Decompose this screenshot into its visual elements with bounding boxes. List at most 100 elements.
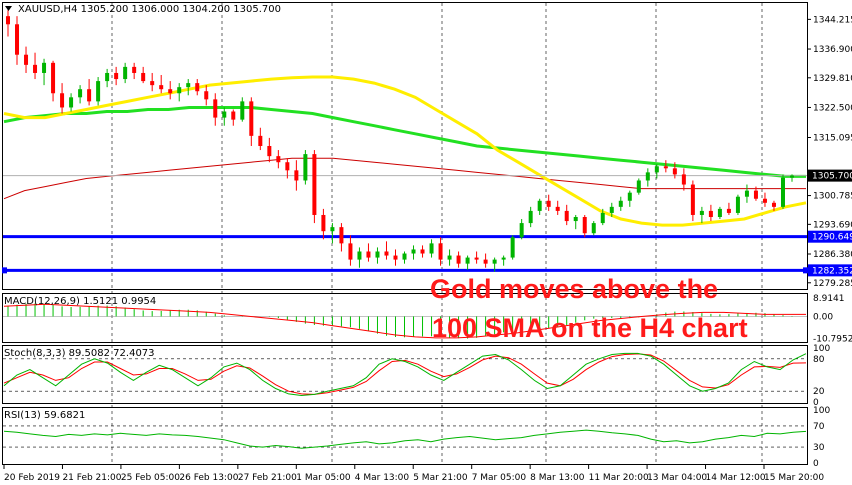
macd-signal-line <box>3 303 806 339</box>
price-tick-label: 1322.500 <box>813 103 852 113</box>
candle-body <box>663 166 668 169</box>
macd-tick-label: -10.7952 <box>813 335 852 345</box>
rsi-line <box>3 429 807 449</box>
time-tick-label: 26 Feb 13:00 <box>179 473 238 483</box>
macd-tick-label: 0.00 <box>813 312 833 322</box>
candle-body <box>195 83 200 92</box>
candle-body <box>393 255 398 260</box>
candle-body <box>474 257 479 260</box>
oscillator-tick-label: 80 <box>813 355 825 365</box>
candle-body <box>654 166 659 173</box>
stoch-panel-frame <box>2 345 808 404</box>
price-tick-label: 1344.215 <box>813 15 852 25</box>
candle-body <box>366 251 371 258</box>
candle-body <box>429 243 434 254</box>
chart-title: XAUUSD,H4 1305.200 1306.000 1304.200 130… <box>18 4 281 15</box>
candle-body <box>186 83 191 88</box>
candle-body <box>735 196 740 213</box>
candle-body <box>771 202 776 207</box>
time-tick-label: 20 Feb 2019 <box>4 473 60 483</box>
candle-body <box>438 243 443 260</box>
candle-body <box>591 223 596 234</box>
chevron-down-icon[interactable] <box>5 6 12 11</box>
candle-body <box>60 93 65 108</box>
axis-labels: 1344.215 1336.900 1329.810 1322.500 1315.095… <box>3 15 852 483</box>
macd-title: MACD(12,26,9) 1.5121 0.9954 <box>4 296 156 307</box>
candle-body <box>87 89 92 102</box>
candle-body <box>744 190 749 197</box>
candle-body <box>582 217 587 234</box>
time-tick-label: 14 Mar 12:00 <box>706 473 766 483</box>
candle-body <box>168 89 173 94</box>
candle-body <box>285 162 290 171</box>
candle-body <box>177 87 182 94</box>
last-price-box <box>808 169 852 182</box>
candle-body <box>249 101 254 136</box>
candle-body <box>726 208 731 213</box>
candle-body <box>276 156 281 163</box>
macd-tick-label: 8.9141 <box>813 294 845 304</box>
level-price-label: 1282.352 <box>812 266 852 276</box>
price-tick-label: 1315.095 <box>813 134 852 144</box>
candle-body <box>267 146 272 157</box>
candle-body <box>681 174 686 185</box>
candle-body <box>492 259 497 264</box>
oscillator-tick-label: 70 <box>813 422 825 432</box>
candle-body <box>15 24 20 55</box>
sma-slow-line <box>3 106 806 178</box>
rsi-panel-frame <box>2 407 808 465</box>
time-tick-label: 7 Mar 05:00 <box>472 473 527 483</box>
candle-body <box>78 89 83 98</box>
time-tick-label: 11 Mar 20:00 <box>589 473 649 483</box>
sma-fast-line <box>3 75 807 227</box>
rsi-title: RSI(13) 59.6821 <box>4 410 85 421</box>
candle-body <box>141 72 146 82</box>
candle-body <box>384 251 389 256</box>
candle-body <box>402 253 407 260</box>
candle-body <box>753 190 758 199</box>
stoch-signal-line <box>3 353 807 395</box>
candle-body <box>690 184 695 215</box>
candle-body <box>240 101 245 120</box>
time-tick-label: 1 Mar 05:00 <box>296 473 351 483</box>
price-tick-label: 1329.810 <box>813 74 852 84</box>
level-price-label: 1290.649 <box>812 233 852 243</box>
candle-body <box>699 210 704 215</box>
candle-body <box>447 255 452 260</box>
candle-body <box>501 257 506 260</box>
level-price-box <box>808 264 852 277</box>
candle-body <box>609 206 614 213</box>
candle-body <box>573 217 578 222</box>
candle-body <box>790 175 794 178</box>
candle-body <box>465 257 470 264</box>
candle-body <box>321 214 326 232</box>
level-price-box <box>808 230 852 243</box>
candle-body <box>51 62 56 94</box>
candle-body <box>222 111 227 118</box>
oscillator-tick-label: 20 <box>813 387 825 397</box>
oscillator-tick-label: 0 <box>813 398 819 408</box>
candle-body <box>150 81 155 86</box>
candle-body <box>546 200 551 207</box>
candle-body <box>213 99 218 118</box>
candle-body <box>528 210 533 224</box>
time-tick-label: 25 Feb 05:00 <box>121 473 180 483</box>
time-tick-label: 8 Mar 13:00 <box>530 473 585 483</box>
candle-body <box>231 111 236 120</box>
candle-body <box>204 91 209 100</box>
price-panel-frame <box>2 2 808 290</box>
candle-body <box>123 66 128 80</box>
candle-body <box>339 227 344 244</box>
candle-body <box>375 251 380 258</box>
candle-body <box>645 172 650 181</box>
level-marker <box>2 267 7 274</box>
macd-panel-frame <box>2 293 808 343</box>
candle-body <box>717 208 722 217</box>
candle-body <box>42 62 47 73</box>
price-tick-label: 1300.785 <box>813 192 852 202</box>
time-tick-label: 13 Mar 04:00 <box>647 473 707 483</box>
candle-body <box>96 81 101 102</box>
candle-body <box>537 200 542 211</box>
